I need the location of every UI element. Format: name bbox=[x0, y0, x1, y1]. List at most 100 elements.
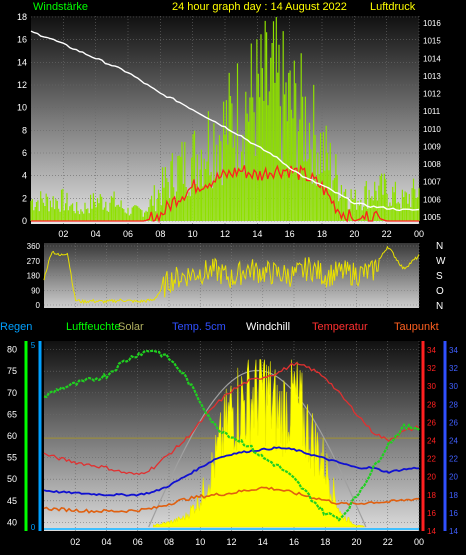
pressure-series bbox=[30, 30, 420, 212]
climate-x-tick: 02 bbox=[70, 537, 80, 547]
regen-y-tick: 50 bbox=[7, 474, 17, 484]
regen-y-tick: 80 bbox=[7, 345, 17, 355]
legend-solar: Solar bbox=[118, 321, 144, 333]
temperature-tick: 28 bbox=[427, 400, 436, 409]
temp5cm-tick: 30 bbox=[449, 382, 458, 391]
wind-x-tick: 04 bbox=[91, 229, 101, 239]
temperature-tick: 26 bbox=[427, 418, 436, 427]
temp5cm-tick: 24 bbox=[449, 437, 458, 446]
pressure-tick: 1007 bbox=[423, 178, 441, 187]
pressure-tick: 1008 bbox=[423, 160, 441, 169]
temperature-tick: 32 bbox=[427, 364, 436, 373]
wind-y-tick: 2 bbox=[22, 193, 27, 203]
wind-x-tick: 00 bbox=[414, 229, 424, 239]
humidity-series bbox=[43, 349, 420, 522]
compass-label: W bbox=[436, 256, 446, 267]
wind-x-tick: 10 bbox=[188, 229, 198, 239]
temp5cm-tick: 14 bbox=[449, 527, 458, 536]
direction-y-tick: 90 bbox=[31, 286, 40, 295]
pressure-tick: 1013 bbox=[423, 72, 441, 81]
wind-direction-series bbox=[43, 245, 420, 305]
compass-label: N bbox=[436, 301, 443, 312]
climate-x-tick: 20 bbox=[351, 537, 361, 547]
temp5cm-tick: 22 bbox=[449, 455, 458, 464]
wind-x-tick: 22 bbox=[382, 229, 392, 239]
climate-x-tick: 14 bbox=[258, 537, 268, 547]
compass-label: O bbox=[436, 286, 444, 297]
temperature-tick: 24 bbox=[427, 437, 436, 446]
wind-x-tick: 20 bbox=[349, 229, 359, 239]
temp5cm-tick: 28 bbox=[449, 400, 458, 409]
climate-x-tick: 04 bbox=[101, 537, 111, 547]
regen-y-tick: 45 bbox=[7, 496, 17, 506]
temp5cm-tick: 20 bbox=[449, 473, 458, 482]
legend-temp5cm: Temp. 5cm bbox=[172, 321, 226, 333]
solar-y-tick: 5 bbox=[31, 341, 36, 350]
temperature-series bbox=[43, 361, 420, 476]
direction-y-tick: 270 bbox=[27, 257, 41, 266]
legend-temperatur: Temperatur bbox=[312, 321, 368, 333]
temperature-tick: 22 bbox=[427, 455, 436, 464]
regen-y-tick: 60 bbox=[7, 431, 17, 441]
direction-y-tick: 360 bbox=[27, 242, 41, 251]
temperature-tick: 14 bbox=[427, 527, 436, 536]
clear-sky-curve bbox=[148, 369, 367, 528]
wind-gust-series bbox=[30, 17, 420, 221]
regen-y-tick: 65 bbox=[7, 409, 17, 419]
climate-x-tick: 12 bbox=[226, 537, 236, 547]
wind-x-tick: 18 bbox=[317, 229, 327, 239]
wind-y-tick: 12 bbox=[17, 80, 27, 90]
climate-x-tick: 10 bbox=[195, 537, 205, 547]
direction-y-tick: 180 bbox=[27, 272, 41, 281]
pressure-tick: 1006 bbox=[423, 195, 441, 204]
climate-x-tick: 08 bbox=[164, 537, 174, 547]
wind-x-tick: 14 bbox=[252, 229, 262, 239]
temp5cm-series bbox=[43, 446, 419, 497]
temperature-tick: 30 bbox=[427, 382, 436, 391]
pressure-tick: 1015 bbox=[423, 37, 441, 46]
wind-average-series bbox=[31, 164, 419, 224]
legend-regen: Regen bbox=[0, 321, 32, 333]
temperature-tick: 16 bbox=[427, 509, 436, 518]
climate-x-tick: 06 bbox=[133, 537, 143, 547]
pressure-tick: 1016 bbox=[423, 19, 441, 28]
compass-label: S bbox=[436, 271, 443, 282]
temp5cm-tick: 16 bbox=[449, 509, 458, 518]
temperature-tick: 18 bbox=[427, 491, 436, 500]
regen-y-tick: 75 bbox=[7, 366, 17, 376]
pressure-tick: 1011 bbox=[423, 107, 441, 116]
regen-y-tick: 70 bbox=[7, 388, 17, 398]
pressure-tick: 1012 bbox=[423, 90, 441, 99]
temperature-tick: 20 bbox=[427, 473, 436, 482]
solar-y-tick: 0 bbox=[31, 523, 36, 532]
wind-x-tick: 06 bbox=[123, 229, 133, 239]
wind-axis-title: Windstärke bbox=[33, 1, 88, 13]
wind-y-tick: 14 bbox=[17, 57, 27, 67]
climate-x-tick: 16 bbox=[289, 537, 299, 547]
climate-x-tick: 22 bbox=[383, 537, 393, 547]
pressure-tick: 1010 bbox=[423, 125, 441, 134]
dewpoint-series bbox=[43, 486, 420, 514]
regen-y-tick: 40 bbox=[7, 517, 17, 527]
pressure-tick: 1005 bbox=[423, 213, 441, 222]
temp5cm-tick: 18 bbox=[449, 491, 458, 500]
climate-x-tick: 18 bbox=[320, 537, 330, 547]
temperature-tick: 34 bbox=[427, 346, 436, 355]
pressure-tick: 1014 bbox=[423, 54, 441, 63]
wind-y-tick: 10 bbox=[17, 103, 27, 113]
wind-y-tick: 18 bbox=[17, 12, 27, 22]
wind-y-tick: 16 bbox=[17, 35, 27, 45]
wind-y-tick: 4 bbox=[22, 171, 27, 181]
temp5cm-tick: 26 bbox=[449, 418, 458, 427]
wind-x-tick: 16 bbox=[285, 229, 295, 239]
regen-y-tick: 55 bbox=[7, 453, 17, 463]
wind-y-tick: 0 bbox=[22, 216, 27, 226]
legend-windchill: Windchill bbox=[246, 321, 290, 333]
wind-x-tick: 08 bbox=[155, 229, 165, 239]
wind-x-tick: 02 bbox=[58, 229, 68, 239]
temp5cm-tick: 34 bbox=[449, 346, 458, 355]
wind-y-tick: 6 bbox=[22, 148, 27, 158]
climate-x-tick: 00 bbox=[414, 537, 424, 547]
wind-x-tick: 12 bbox=[220, 229, 230, 239]
